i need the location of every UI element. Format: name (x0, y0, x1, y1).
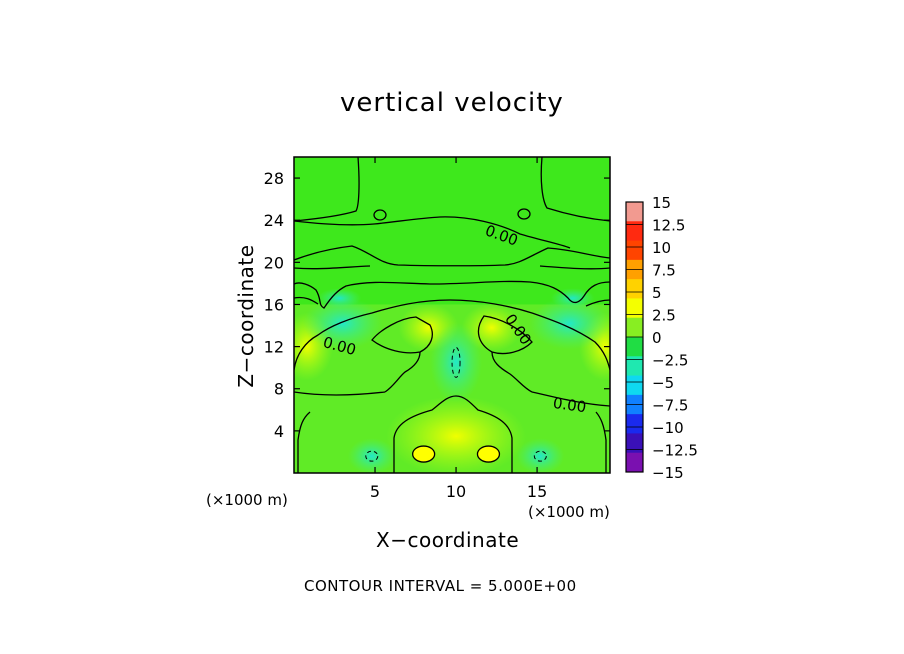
y-tick-label: 28 (264, 169, 284, 188)
x-axis-label: X−coordinate (376, 528, 520, 552)
contour-line (477, 315, 533, 355)
contour-line (595, 411, 607, 473)
colorbar-label: 2.5 (652, 307, 676, 325)
colorbar-swatch (626, 202, 643, 222)
contour-line (539, 265, 610, 270)
warm-region (386, 396, 527, 473)
colorbar: 15 12.5 10 7.5 5 2.5 0 −2.5 −5 −7.5 −10 −12.5 −15 (625, 194, 698, 482)
contour-line (540, 157, 610, 222)
x-tick-label: 10 (446, 482, 466, 501)
cool-region (317, 288, 362, 309)
contour-line (531, 391, 610, 407)
cool-region (529, 297, 610, 350)
colorbar-label: −10 (652, 419, 684, 437)
chart-title: vertical velocity (340, 88, 564, 118)
colorbar-swatch (626, 452, 643, 473)
cool-region (347, 438, 396, 473)
y-axis-label: Z−coordinate (234, 244, 258, 388)
plot-frame (293, 156, 611, 474)
colorbar-swatch (626, 240, 643, 261)
colorbar-label: −15 (652, 464, 684, 482)
colorbar-swatch (626, 337, 643, 357)
colorbar-swatch (626, 298, 643, 319)
y-tick-label: 12 (264, 338, 284, 357)
contour-interval-note: CONTOUR INTERVAL = 5.000E+00 (304, 577, 577, 595)
colorbar-swatch (626, 375, 643, 396)
colorbar-swatch (626, 414, 643, 434)
cool-region (430, 322, 483, 403)
contour-line (294, 391, 386, 396)
contour-line (585, 299, 610, 307)
negative-contour (451, 346, 461, 378)
colorbar-label: 15 (652, 194, 671, 212)
contour-label: 0.00 (552, 394, 588, 416)
updraft-core (477, 446, 500, 463)
y-tick-label: 8 (274, 380, 284, 399)
y-axis-ticks: 4 8 12 16 20 24 28 (264, 169, 610, 441)
contour-line (294, 245, 610, 267)
colorbar-swatch (626, 221, 643, 242)
z-unit-label: (×1000 m) (206, 491, 288, 509)
small-contour (517, 208, 531, 220)
y-tick-label: 24 (264, 211, 284, 230)
y-tick-label: 20 (264, 253, 284, 272)
contour-line (294, 280, 610, 309)
contour-line (393, 395, 513, 473)
y-tick-label: 4 (274, 422, 284, 441)
colorbar-label: 10 (652, 239, 671, 257)
colorbar-swatch (626, 433, 643, 454)
contour-line (294, 296, 319, 305)
contour-lines (294, 157, 610, 473)
x-axis-ticks: 5 10 15 (370, 157, 547, 501)
small-contour (373, 209, 387, 221)
colorbar-label: 12.5 (652, 217, 685, 235)
contour-line (491, 351, 533, 393)
colorbar-label: 7.5 (652, 262, 676, 280)
colorbar-swatch (626, 279, 643, 299)
colorbar-label: 0 (652, 329, 662, 347)
contour-line (294, 157, 360, 222)
colorbar-swatch (626, 317, 643, 338)
colorbar-label: 5 (652, 284, 662, 302)
contour-line (294, 265, 371, 270)
negative-contour (533, 450, 547, 462)
plot-border (293, 156, 611, 474)
colorbar-label: −2.5 (652, 352, 688, 370)
colorbar-swatch (626, 356, 643, 377)
colorbar-label: −12.5 (652, 442, 698, 460)
colorbar-label: −5 (652, 374, 674, 392)
x-unit-label: (×1000 m) (528, 503, 610, 521)
updraft-core (412, 446, 435, 463)
updraft-contour (411, 445, 436, 463)
contour-line (371, 316, 433, 354)
y-tick-label: 16 (264, 295, 284, 314)
colorbar-label: −7.5 (652, 397, 688, 415)
cool-region (302, 297, 383, 350)
updraft-contour (476, 445, 501, 463)
contour-line (384, 351, 421, 393)
velocity-field (294, 157, 610, 473)
cool-region (516, 438, 565, 473)
contour-line (294, 216, 571, 249)
negative-contour (365, 450, 379, 462)
contour-line (297, 411, 311, 473)
x-tick-label: 15 (527, 482, 547, 501)
x-tick-label: 5 (370, 482, 380, 501)
contour-line (294, 299, 610, 371)
